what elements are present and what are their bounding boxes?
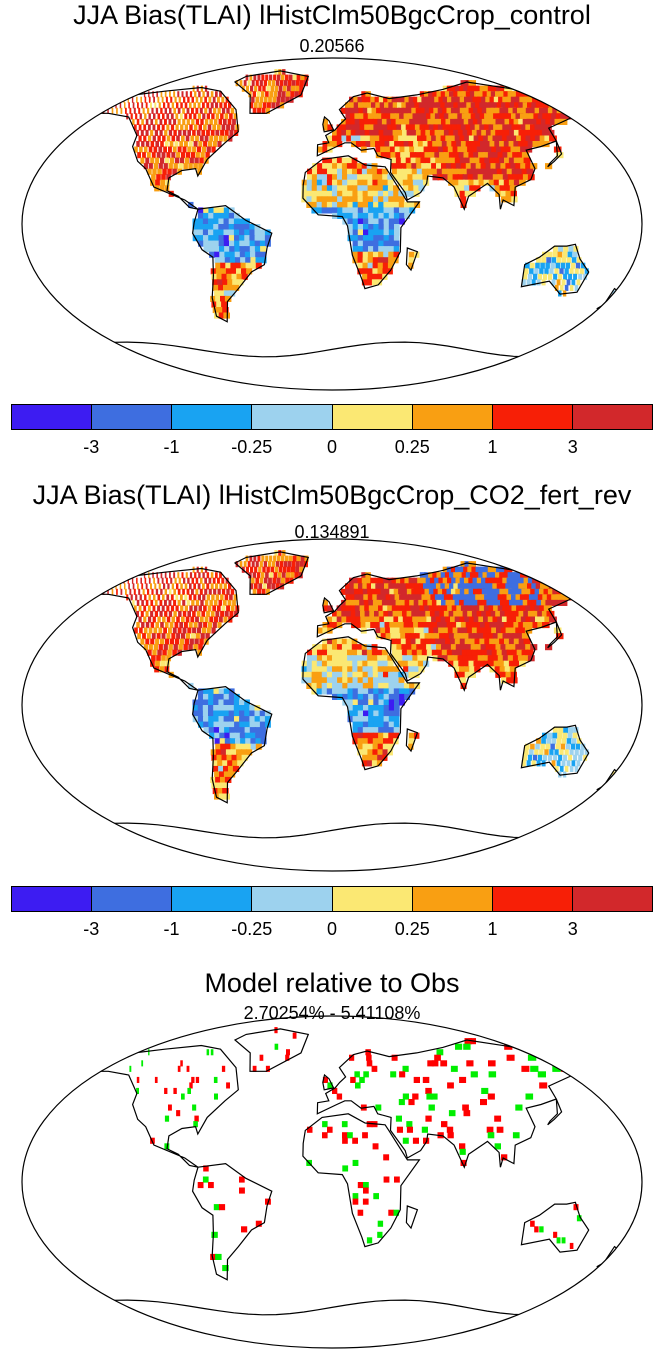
colorbar-box bbox=[12, 887, 93, 911]
colorbar-tick-label: 0 bbox=[326, 437, 338, 457]
colorbar-box bbox=[252, 405, 333, 429]
colorbar-box bbox=[12, 405, 93, 429]
colorbar bbox=[11, 886, 653, 912]
colorbar-box bbox=[92, 405, 173, 429]
colorbar-tick-label: -1 bbox=[163, 437, 180, 457]
colorbar-box bbox=[412, 887, 493, 911]
coastlines bbox=[73, 551, 623, 839]
colorbar-tick-label: -3 bbox=[83, 437, 100, 457]
colorbar-ticks: -3 -1 -0.25 0 0.25 1 3 bbox=[0, 437, 664, 461]
colorbar-tick-label: -1 bbox=[163, 919, 180, 939]
colorbar-box bbox=[492, 887, 573, 911]
panel-model-vs-obs: Model relative to Obs 2.70254% - 5.41108… bbox=[0, 968, 664, 1362]
colorbar-ticks: -3 -1 -0.25 0 0.25 1 3 bbox=[0, 919, 664, 943]
colorbar-tick-label: 0.25 bbox=[394, 437, 430, 457]
colorbar-tick-label: 0.25 bbox=[394, 919, 430, 939]
colorbar-box bbox=[572, 405, 652, 429]
map-frame bbox=[21, 538, 643, 872]
colorbar-box bbox=[92, 887, 173, 911]
colorbar-tick-label: 3 bbox=[567, 437, 578, 457]
panel-subtitle: 0.20566 bbox=[299, 36, 365, 56]
bias-map bbox=[21, 538, 643, 872]
colorbar-box bbox=[412, 405, 493, 429]
colorbar-tick-label: 1 bbox=[487, 919, 498, 939]
colorbar-tick-label: -0.25 bbox=[231, 437, 273, 457]
colorbar-tick-label: -0.25 bbox=[231, 919, 273, 939]
colorbar-box bbox=[332, 405, 413, 429]
colorbar-box bbox=[492, 405, 573, 429]
map-grid-cells bbox=[106, 1027, 593, 1272]
panel-co2-fert-rev: JJA Bias(TLAI) lHistClm50BgcCrop_CO2_fer… bbox=[0, 480, 664, 945]
colorbar-tick-label: -3 bbox=[83, 919, 100, 939]
panel-title: JJA Bias(TLAI) lHistClm50BgcCrop_CO2_fer… bbox=[32, 480, 632, 510]
bias-map bbox=[21, 57, 643, 391]
colorbar-box bbox=[252, 887, 333, 911]
colorbar-box bbox=[572, 887, 652, 911]
map-frame bbox=[21, 1015, 643, 1349]
coastlines bbox=[73, 70, 623, 358]
panel-subtitle: 0.134891 bbox=[294, 522, 370, 542]
colorbar-box bbox=[172, 405, 253, 429]
colorbar bbox=[11, 404, 653, 430]
panel-title: Model relative to Obs bbox=[204, 968, 460, 998]
map-frame bbox=[21, 57, 643, 391]
panel-control: JJA Bias(TLAI) lHistClm50BgcCrop_control… bbox=[0, 0, 664, 460]
colorbar-box bbox=[332, 887, 413, 911]
colorbar-tick-label: 0 bbox=[326, 919, 338, 939]
colorbar-tick-label: 1 bbox=[487, 437, 498, 457]
panel-title: JJA Bias(TLAI) lHistClm50BgcCrop_control bbox=[73, 0, 591, 30]
colorbar-box bbox=[172, 887, 253, 911]
difference-map bbox=[21, 1015, 643, 1349]
colorbar-tick-label: 3 bbox=[567, 919, 578, 939]
coastlines bbox=[73, 1028, 623, 1316]
